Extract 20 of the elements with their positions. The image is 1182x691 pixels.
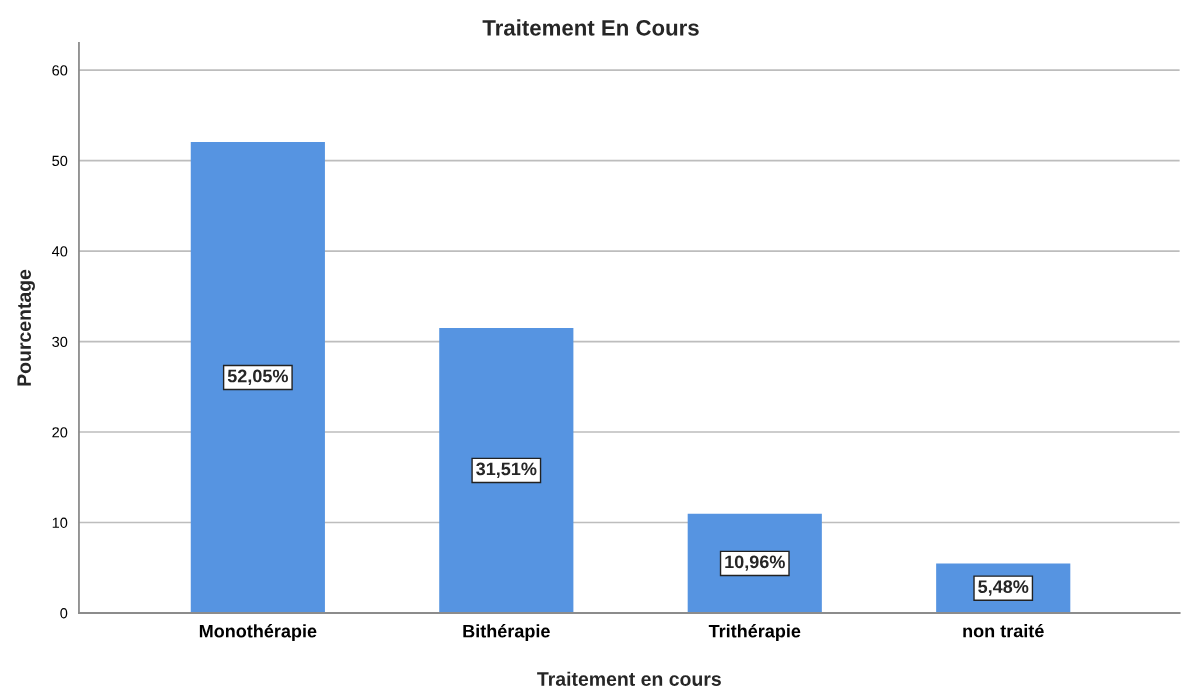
y-tick-label: 0 — [60, 608, 68, 619]
data-label: 31,51% — [476, 462, 537, 478]
bar — [190, 142, 325, 613]
y-tick-label: 50 — [52, 155, 68, 167]
y-axis-title: Pourcentage — [17, 269, 35, 386]
bar — [439, 327, 574, 613]
x-tick-label: Monothérapie — [199, 624, 317, 642]
y-tick-label: 30 — [52, 336, 68, 347]
y-tick-label: 20 — [52, 427, 68, 438]
data-label: 10,96% — [725, 555, 785, 571]
y-tick-label: 60 — [52, 65, 68, 76]
x-tick-label: non traité — [963, 623, 1044, 638]
y-tick-label: 10 — [52, 517, 68, 528]
x-tick-label: Trithérapie — [708, 624, 801, 642]
y-tick-label: 40 — [51, 246, 68, 257]
chart-title: Traitement En Cours — [482, 19, 699, 36]
x-tick-label: Bithérapie — [463, 624, 550, 642]
data-label: 52,05% — [227, 369, 288, 385]
data-label: 5,48% — [978, 580, 1029, 596]
x-axis-title: Traitement en cours — [537, 671, 721, 686]
